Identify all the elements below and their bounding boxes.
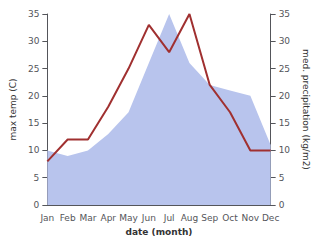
svg-text:35: 35: [279, 9, 290, 19]
svg-text:5: 5: [279, 173, 285, 183]
svg-text:10: 10: [28, 145, 40, 155]
svg-text:Nov: Nov: [242, 213, 260, 223]
svg-text:10: 10: [279, 145, 291, 155]
svg-text:5: 5: [34, 173, 40, 183]
svg-text:15: 15: [28, 118, 39, 128]
svg-text:20: 20: [279, 91, 291, 101]
svg-text:Aug: Aug: [181, 213, 199, 223]
svg-text:Sep: Sep: [201, 213, 218, 223]
svg-text:Jul: Jul: [163, 213, 175, 223]
svg-text:Feb: Feb: [60, 213, 76, 223]
svg-text:max temp (C): max temp (C): [8, 78, 18, 140]
svg-text:Mar: Mar: [79, 213, 96, 223]
svg-text:date (month): date (month): [126, 227, 193, 237]
svg-text:35: 35: [28, 9, 39, 19]
svg-text:Apr: Apr: [100, 213, 116, 223]
svg-text:20: 20: [28, 91, 40, 101]
svg-text:0: 0: [34, 200, 40, 210]
svg-text:15: 15: [279, 118, 290, 128]
svg-text:30: 30: [279, 36, 291, 46]
svg-text:med. precipitation (kg/m2): med. precipitation (kg/m2): [301, 49, 311, 170]
svg-text:Jun: Jun: [141, 213, 156, 223]
svg-text:Oct: Oct: [222, 213, 238, 223]
svg-text:25: 25: [279, 64, 290, 74]
svg-text:25: 25: [28, 64, 39, 74]
svg-text:May: May: [119, 213, 138, 223]
svg-text:Dec: Dec: [262, 213, 279, 223]
svg-text:0: 0: [279, 200, 285, 210]
svg-text:Jan: Jan: [39, 213, 54, 223]
svg-text:30: 30: [28, 36, 40, 46]
